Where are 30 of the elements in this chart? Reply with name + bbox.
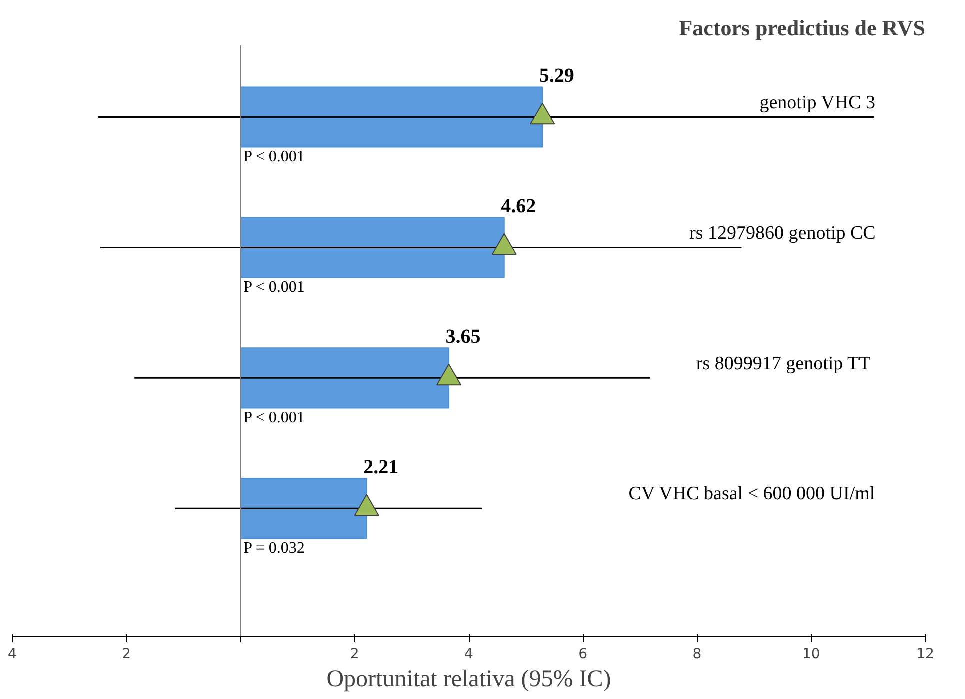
y-tick-label: genotip VHC 3	[760, 92, 876, 114]
point	[436, 364, 462, 386]
x-tick-label: 12	[916, 646, 934, 662]
bar	[240, 348, 450, 409]
bar	[240, 217, 505, 278]
annotation: P < 0.001	[244, 148, 305, 166]
bar	[240, 478, 368, 540]
x-tick-label: 2	[350, 646, 360, 662]
annotation: P < 0.001	[244, 279, 305, 296]
x-tick-label: 8	[692, 646, 702, 662]
x-tick-label: 4	[8, 646, 18, 662]
bar	[240, 86, 544, 148]
x-tick-label: 10	[802, 646, 820, 662]
annotation: P = 0.032	[244, 540, 305, 557]
data-label: 4.62	[501, 195, 536, 218]
point	[530, 102, 556, 125]
x-axis-title: Oportunitat relativa (95% IC)	[326, 666, 612, 692]
y-tick-label: rs 12979860 genotip CC	[690, 222, 876, 244]
y-tick-label: CV VHC basal < 600 000 UI/ml	[628, 484, 876, 505]
data-label: 2.21	[364, 456, 399, 478]
annotation: P < 0.001	[244, 409, 305, 426]
point	[354, 494, 380, 516]
data-label: 3.65	[446, 326, 481, 348]
data-label: 5.29	[539, 65, 574, 88]
x-tick-label: 6	[578, 646, 588, 662]
chart-title: Factors predictius de RVS	[679, 16, 926, 40]
x-tick-label: 4	[464, 646, 474, 662]
y-tick-label: rs 8099917 genotip TT	[696, 353, 872, 374]
point	[492, 233, 517, 256]
x-tick-label: 2	[122, 646, 132, 662]
